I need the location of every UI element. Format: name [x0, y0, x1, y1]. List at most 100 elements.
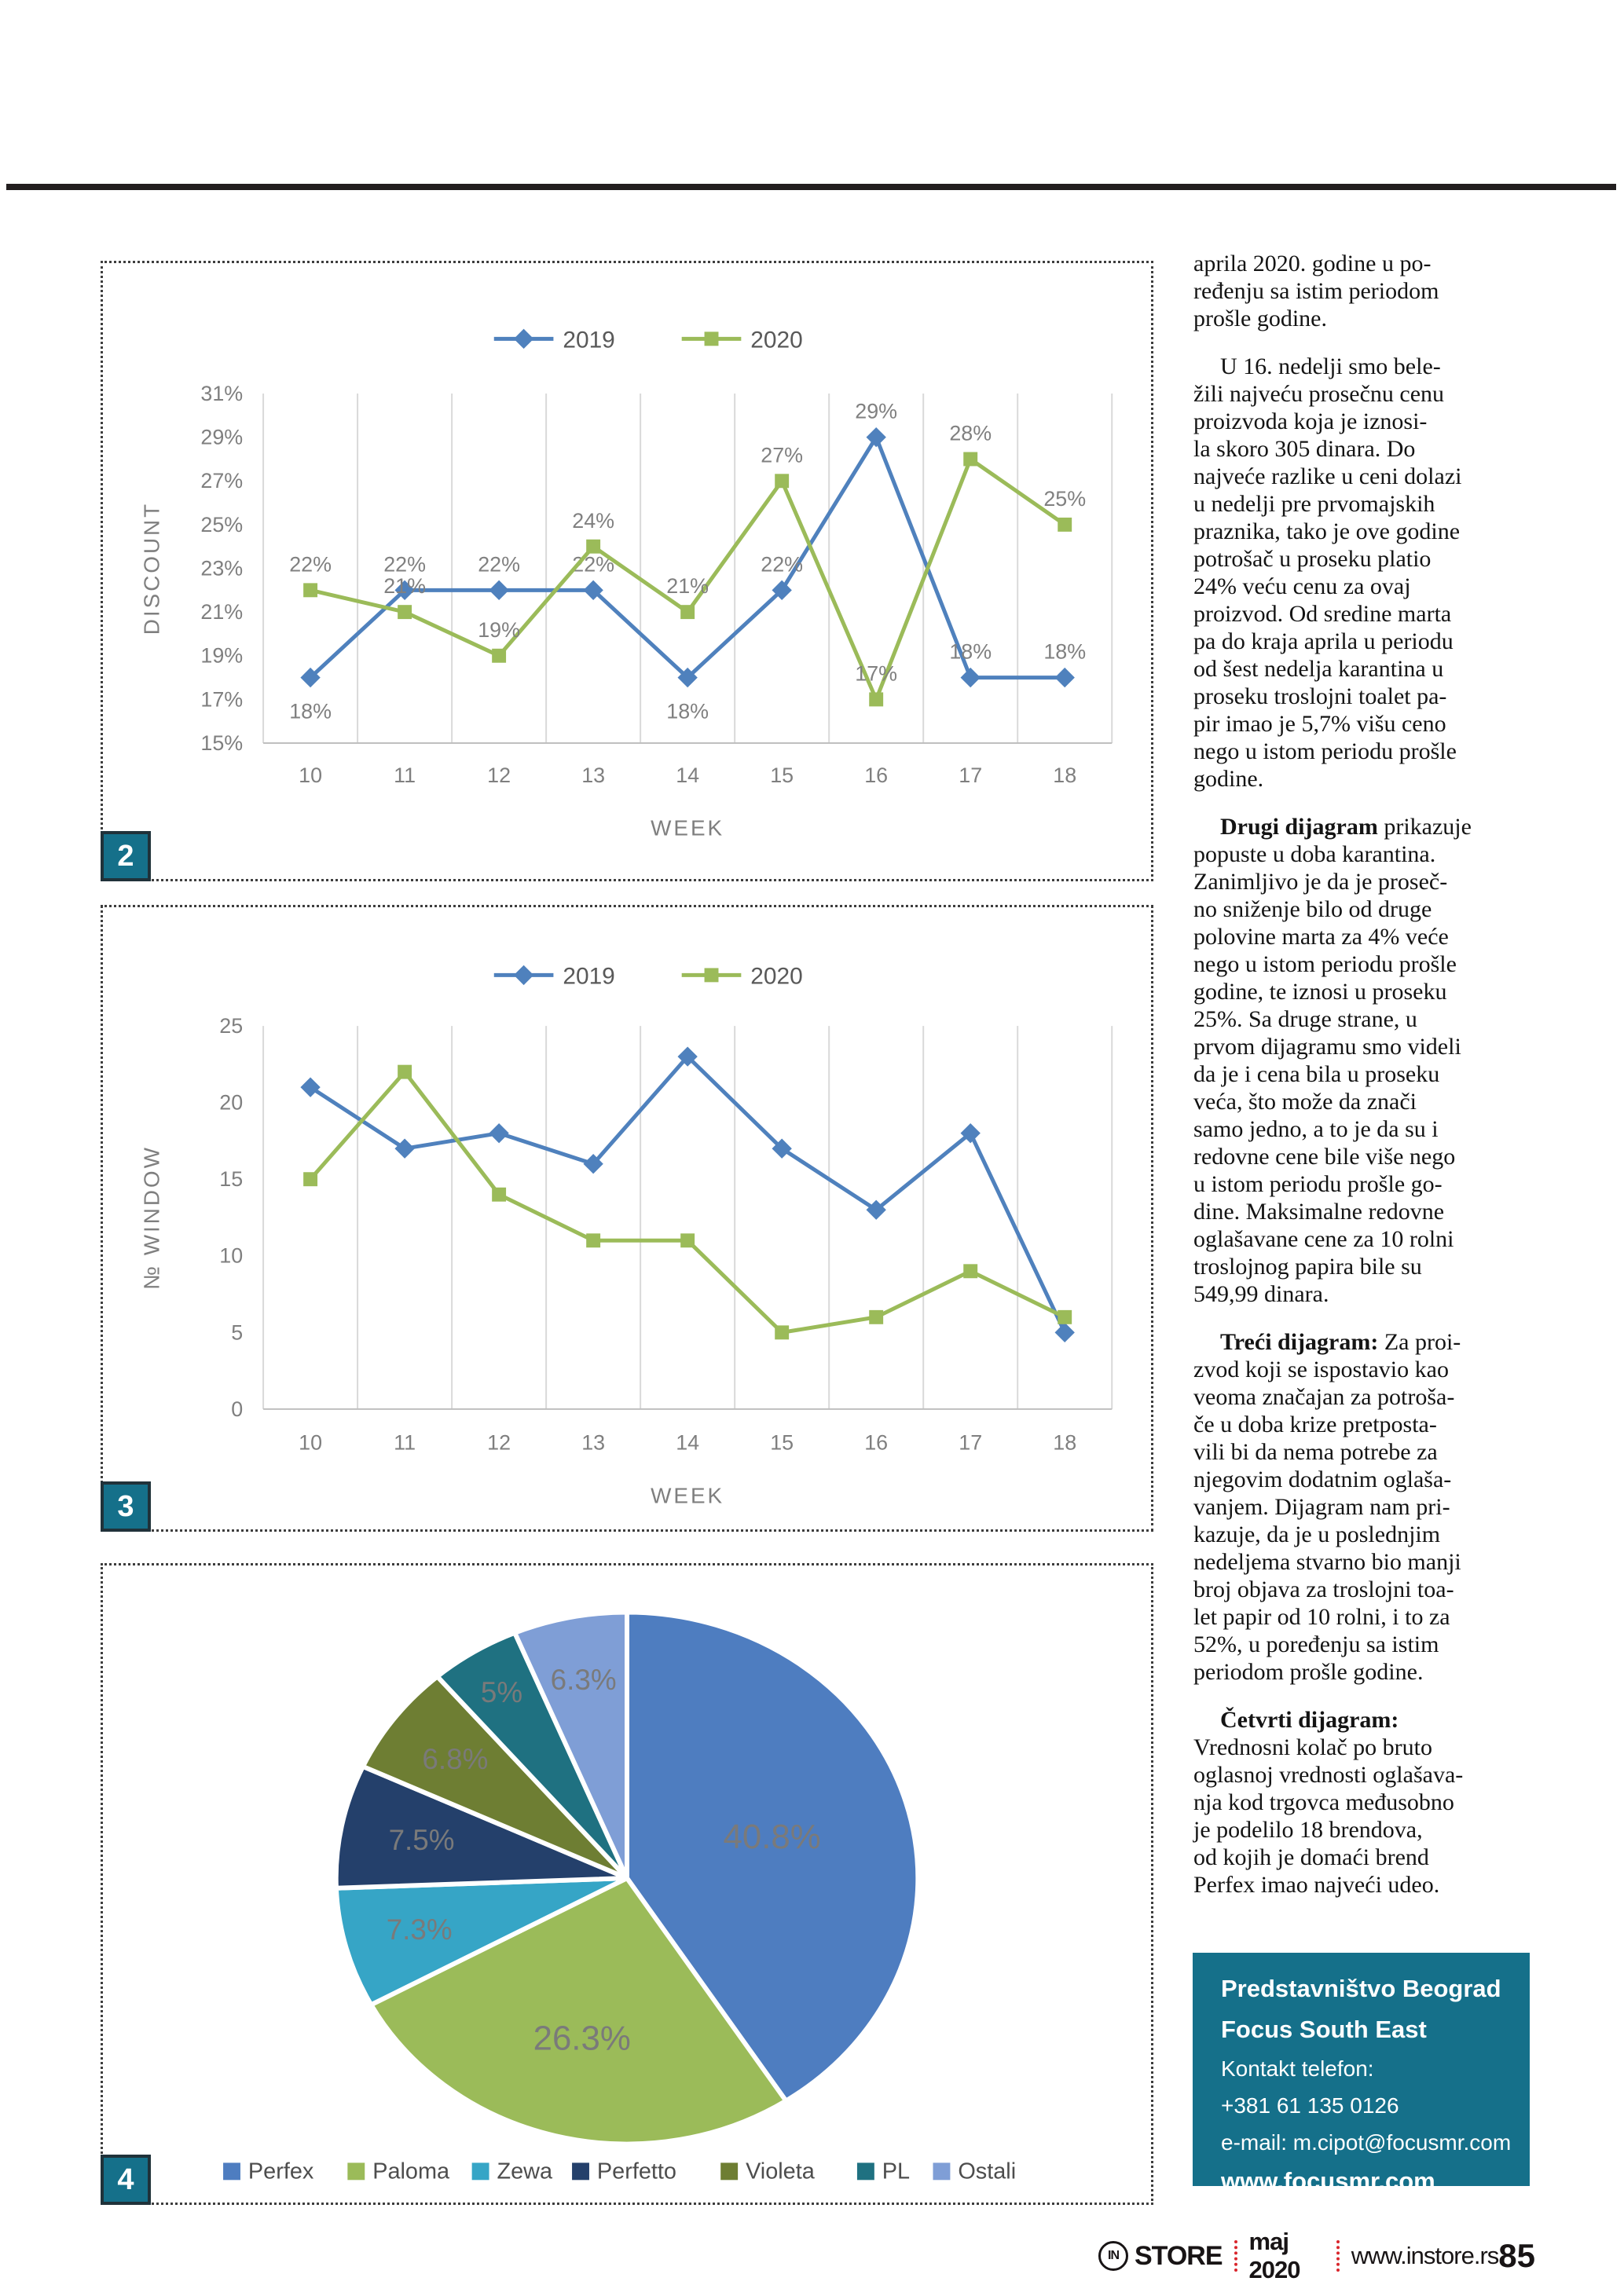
data-point-marker — [866, 1199, 886, 1220]
y-axis-tick: 31% — [200, 382, 243, 405]
data-point-marker — [492, 648, 507, 663]
data-label: 18% — [1043, 640, 1086, 664]
legend-label: Perfetto — [597, 2159, 676, 2184]
series-line — [309, 1068, 1066, 1335]
data-point-marker — [300, 667, 321, 688]
y-axis-tick: 15% — [200, 731, 243, 755]
data-point-marker — [586, 539, 601, 554]
data-point-marker — [869, 1309, 884, 1324]
data-point-marker — [398, 1064, 412, 1079]
paragraph: Drugi dijagram prikazuje popuste u doba … — [1193, 813, 1544, 1308]
data-point-marker — [1054, 1322, 1075, 1343]
window-line-chart: 25 20 15 10 5 0 10 11 12 13 14 15 16 17 18 WEEK № WINDOW… — [140, 963, 1113, 1507]
x-axis-tick: 11 — [394, 1431, 416, 1455]
paragraph: aprila 2020. godine u po- ređenju sa ist… — [1193, 250, 1544, 332]
data-point-marker — [513, 965, 534, 986]
y-axis-tick: 25 — [219, 1014, 243, 1038]
data-point-marker — [586, 1233, 601, 1248]
paragraph: Četvrti dijagram: Vrednosni kolač po bru… — [1193, 1706, 1544, 1899]
y-axis-tick: 27% — [200, 469, 243, 493]
y-axis-title: № WINDOW — [140, 1145, 164, 1290]
data-label: 22% — [478, 552, 520, 576]
data-point-marker — [869, 692, 884, 707]
legend-label: 2020 — [750, 963, 802, 989]
data-label: 28% — [949, 422, 992, 445]
window-chart-panel: 25 20 15 10 5 0 10 11 12 13 14 15 16 17 18 WEEK № WINDOW… — [101, 905, 1153, 1532]
logo-in-text: IN — [1108, 2249, 1120, 2262]
paragraph-text: aprila 2020. godine u po- ređenju sa ist… — [1193, 251, 1439, 331]
legend-label: 2019 — [563, 327, 614, 353]
pie-slice — [333, 1763, 629, 1891]
y-axis-tick: 23% — [200, 556, 243, 580]
data-point-marker — [704, 331, 719, 346]
y-axis-tick: 5 — [231, 1320, 243, 1344]
paragraph-text: Vrednosni kolač po bruto oglasnoj vredno… — [1193, 1734, 1464, 1898]
data-point-marker — [960, 667, 981, 688]
y-axis-tick: 17% — [200, 687, 243, 711]
data-point-marker — [677, 1046, 698, 1067]
data-point-marker — [1058, 517, 1072, 532]
data-point-marker — [1054, 667, 1075, 688]
legend-label: Paloma — [372, 2159, 450, 2184]
legend-swatch — [720, 2162, 739, 2181]
x-axis-title: WEEK — [651, 815, 724, 840]
legend-label: Ostali — [958, 2159, 1016, 2184]
data-point-marker — [513, 328, 534, 350]
legend-swatch — [933, 2162, 951, 2181]
data-point-marker — [303, 583, 318, 598]
y-axis-tick: 29% — [200, 426, 243, 449]
ad-value-pie-panel: 40.8% 26.3% 7.3% 7.5% 6.8% 5% 6.3% Perfex Paloma… — [101, 1563, 1153, 2205]
top-rule — [6, 184, 1616, 190]
x-axis-tick: 14 — [676, 764, 699, 787]
issue-date: maj 2020 — [1248, 2228, 1301, 2283]
data-point-marker — [775, 474, 790, 489]
discount-chart-panel: 31% 29% 27% 25% 23% 21% 19% 17% 15% 10 11 12 13 14 15 1… — [101, 261, 1153, 881]
legend-label: PL — [882, 2159, 910, 2184]
y-axis-tick: 10 — [219, 1244, 243, 1268]
x-axis-tick: 15 — [770, 1431, 794, 1455]
figure-badge-2: 2 — [101, 831, 151, 881]
data-point-marker — [677, 667, 698, 688]
data-point-marker — [583, 1154, 603, 1174]
legend-swatch — [223, 2162, 240, 2181]
data-point-marker — [704, 968, 719, 983]
x-axis-tick: 10 — [299, 764, 322, 787]
dotted-separator — [1336, 2240, 1340, 2272]
pie-slice-label: 7.3% — [387, 1913, 453, 1946]
x-axis-tick: 17 — [959, 1431, 982, 1455]
data-point-marker — [583, 580, 603, 600]
contact-phone-label: Kontakt telefon: — [1221, 2056, 1374, 2081]
data-point-marker — [963, 452, 978, 467]
pie-slice — [368, 1876, 789, 2147]
legend-label: 2020 — [750, 327, 802, 353]
pie-slice-label: 40.8% — [723, 1818, 820, 1856]
contact-phone: +381 61 135 0126 — [1221, 2093, 1399, 2118]
figure-badge-3: 3 — [101, 1481, 151, 1532]
data-label: 25% — [1043, 487, 1086, 511]
y-axis-tick: 21% — [200, 600, 243, 624]
x-axis-tick: 16 — [864, 1431, 888, 1455]
contact-title: Predstavništvo Beograd — [1221, 1975, 1501, 2002]
y-axis-tick: 0 — [231, 1397, 243, 1421]
y-axis-tick: 15 — [219, 1167, 243, 1191]
legend-swatch — [572, 2162, 589, 2181]
data-point-marker — [394, 1138, 415, 1159]
data-label: 27% — [761, 443, 803, 467]
y-axis-title: DISCOUNT — [140, 502, 164, 635]
pie-slice-label: 7.5% — [389, 1824, 455, 1856]
ad-value-pie-chart: 40.8% 26.3% 7.3% 7.5% 6.8% 5% 6.3% Perfex Paloma… — [223, 1609, 1016, 2184]
paragraph-lead: Treći dijagram: — [1220, 1329, 1379, 1355]
x-axis-tick: 16 — [864, 764, 888, 787]
x-axis-tick: 18 — [1053, 764, 1076, 787]
x-axis-tick: 13 — [581, 1431, 605, 1455]
data-label: 24% — [572, 509, 614, 533]
data-point-marker — [960, 1123, 981, 1144]
data-label: 21% — [666, 574, 709, 598]
dotted-separator — [1234, 2240, 1237, 2272]
data-point-marker — [1058, 1309, 1072, 1324]
page-footer: IN STORE maj 2020 www.instore.rs 85 — [1098, 2228, 1535, 2283]
data-point-marker — [300, 1077, 321, 1097]
paragraph-text: U 16. nedelji smo bele- žili najveću pro… — [1193, 353, 1462, 792]
contact-email: e-mail: m.cipot@focusmr.com — [1221, 2130, 1512, 2155]
contact-website: www.focusmr.com — [1221, 2167, 1435, 2195]
